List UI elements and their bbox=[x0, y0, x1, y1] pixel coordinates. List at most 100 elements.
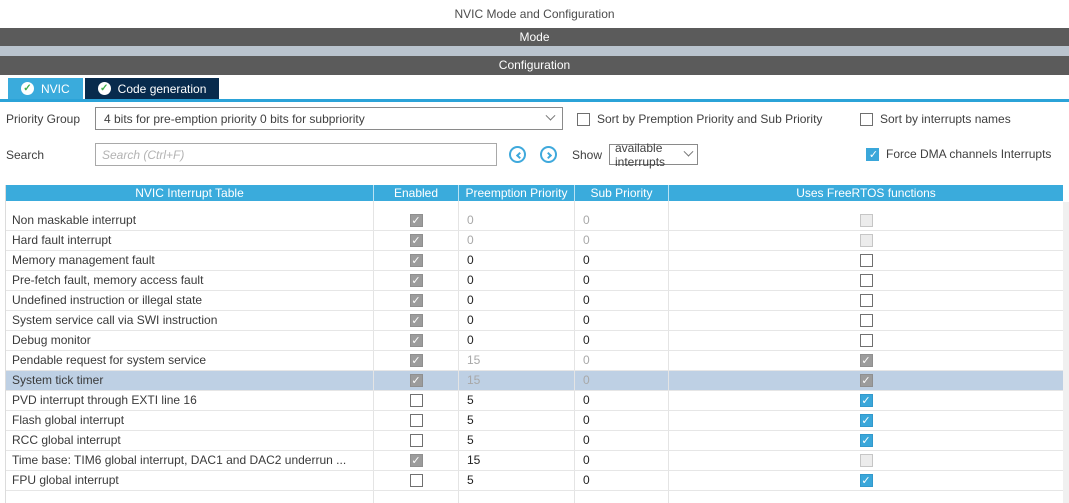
enabled-checkbox[interactable] bbox=[409, 474, 423, 487]
table-row[interactable]: Hard fault interrupt 0 0 bbox=[6, 231, 1063, 251]
interrupt-name: Undefined instruction or illegal state bbox=[12, 293, 203, 307]
preemption-priority-value[interactable]: 5 bbox=[458, 391, 574, 410]
table-row[interactable]: System service call via SWI instruction … bbox=[6, 311, 1063, 331]
table-row[interactable]: Non maskable interrupt 0 0 bbox=[6, 211, 1063, 231]
sub-priority-value[interactable]: 0 bbox=[574, 331, 668, 350]
scrollbar-track bbox=[1063, 202, 1069, 503]
enabled-checkbox bbox=[409, 274, 423, 287]
freertos-checkbox[interactable] bbox=[859, 314, 873, 327]
freertos-checkbox[interactable] bbox=[859, 414, 873, 427]
col-header-sub-priority: Sub Priority bbox=[574, 185, 668, 201]
interrupt-name: Flash global interrupt bbox=[12, 413, 125, 427]
mode-section-label: Mode bbox=[519, 30, 550, 44]
table-row[interactable]: PVD interrupt through EXTI line 16 5 0 bbox=[6, 391, 1063, 411]
panel-title: NVIC Mode and Configuration bbox=[454, 7, 615, 21]
freertos-checkbox[interactable] bbox=[859, 294, 873, 307]
preemption-priority-value[interactable]: 0 bbox=[458, 271, 574, 290]
sub-priority-value[interactable]: 0 bbox=[574, 411, 668, 430]
enabled-checkbox bbox=[409, 294, 423, 307]
table-row[interactable]: Pre-fetch fault, memory access fault 0 0 bbox=[6, 271, 1063, 291]
sort-interrupt-names-option: Sort by interrupts names bbox=[860, 112, 1011, 126]
preemption-priority-value[interactable]: 5 bbox=[458, 411, 574, 430]
nvic-interrupt-table: NVIC Interrupt Table Enabled Preemption … bbox=[5, 185, 1063, 503]
freertos-checkbox[interactable] bbox=[859, 434, 873, 447]
nvic-table-body: Non maskable interrupt 0 0 Hard fault in… bbox=[6, 211, 1063, 491]
freertos-checkbox bbox=[859, 374, 873, 387]
sub-priority-value[interactable]: 0 bbox=[574, 311, 668, 330]
table-row[interactable]: Flash global interrupt 5 0 bbox=[6, 411, 1063, 431]
tab-nvic[interactable]: NVIC bbox=[8, 78, 83, 99]
preemption-priority-value[interactable]: 0 bbox=[458, 331, 574, 350]
enabled-checkbox bbox=[409, 334, 423, 347]
table-row[interactable]: System tick timer 15 0 bbox=[6, 371, 1063, 391]
search-input[interactable] bbox=[95, 143, 497, 166]
sub-priority-value[interactable]: 0 bbox=[574, 451, 668, 470]
sort-premption-priority-label: Sort by Premption Priority and Sub Prior… bbox=[597, 112, 823, 126]
freertos-checkbox[interactable] bbox=[859, 254, 873, 267]
check-circle-icon bbox=[21, 82, 34, 95]
sub-priority-value[interactable]: 0 bbox=[574, 471, 668, 490]
search-next-button[interactable] bbox=[540, 146, 557, 163]
interrupt-name: Time base: TIM6 global interrupt, DAC1 a… bbox=[12, 453, 347, 467]
table-row[interactable]: Undefined instruction or illegal state 0… bbox=[6, 291, 1063, 311]
sort-premption-priority-checkbox[interactable] bbox=[577, 112, 590, 126]
interrupt-name: Pre-fetch fault, memory access fault bbox=[12, 273, 204, 287]
interrupt-name: Non maskable interrupt bbox=[12, 213, 137, 227]
preemption-priority-value[interactable]: 0 bbox=[458, 291, 574, 310]
table-row[interactable]: RCC global interrupt 5 0 bbox=[6, 431, 1063, 451]
force-dma-checkbox[interactable] bbox=[866, 147, 880, 162]
table-row[interactable]: Memory management fault 0 0 bbox=[6, 251, 1063, 271]
sub-priority-value[interactable]: 0 bbox=[574, 271, 668, 290]
priority-group-select[interactable]: 4 bits for pre-emption priority 0 bits f… bbox=[95, 107, 563, 130]
table-row[interactable]: Pendable request for system service 15 0 bbox=[6, 351, 1063, 371]
freertos-checkbox[interactable] bbox=[859, 474, 873, 487]
search-previous-button[interactable] bbox=[509, 146, 526, 163]
section-separator bbox=[0, 46, 1069, 56]
enabled-checkbox bbox=[409, 234, 423, 247]
interrupt-name: System service call via SWI instruction bbox=[12, 313, 218, 327]
freertos-checkbox bbox=[859, 354, 873, 367]
preemption-priority-value[interactable]: 15 bbox=[458, 451, 574, 470]
sub-priority-value: 0 bbox=[574, 231, 668, 250]
table-row[interactable]: FPU global interrupt 5 0 bbox=[6, 471, 1063, 491]
enabled-checkbox[interactable] bbox=[409, 434, 423, 447]
table-row[interactable]: Debug monitor 0 0 bbox=[6, 331, 1063, 351]
preemption-priority-value[interactable]: 5 bbox=[458, 431, 574, 450]
preemption-priority-value[interactable]: 0 bbox=[458, 311, 574, 330]
force-dma-option: Force DMA channels Interrupts bbox=[866, 147, 1052, 162]
force-dma-label: Force DMA channels Interrupts bbox=[886, 147, 1052, 161]
freertos-checkbox[interactable] bbox=[859, 274, 873, 287]
configuration-section-bar: Configuration bbox=[0, 56, 1069, 75]
configuration-section-label: Configuration bbox=[498, 58, 571, 72]
freertos-checkbox bbox=[859, 234, 873, 247]
freertos-checkbox[interactable] bbox=[859, 394, 873, 407]
interrupt-name: System tick timer bbox=[12, 373, 104, 387]
enabled-checkbox bbox=[409, 254, 423, 267]
check-circle-icon bbox=[97, 82, 111, 95]
sub-priority-value[interactable]: 0 bbox=[574, 251, 668, 270]
preemption-priority-value[interactable]: 0 bbox=[458, 251, 574, 270]
sort-premption-priority-option: Sort by Premption Priority and Sub Prior… bbox=[577, 112, 822, 126]
col-header-interrupt-table: NVIC Interrupt Table bbox=[135, 186, 244, 200]
preemption-priority-value[interactable]: 5 bbox=[458, 471, 574, 490]
show-interrupts-value: available interrupts bbox=[615, 140, 666, 169]
sub-priority-value[interactable]: 0 bbox=[574, 291, 668, 310]
enabled-checkbox bbox=[409, 354, 423, 367]
enabled-checkbox[interactable] bbox=[409, 394, 423, 407]
sub-priority-value[interactable]: 0 bbox=[574, 431, 668, 450]
enabled-checkbox[interactable] bbox=[409, 414, 423, 427]
table-header-row: NVIC Interrupt Table Enabled Preemption … bbox=[6, 185, 1063, 201]
table-row[interactable]: Time base: TIM6 global interrupt, DAC1 a… bbox=[6, 451, 1063, 471]
enabled-checkbox bbox=[409, 454, 423, 467]
sort-interrupt-names-checkbox[interactable] bbox=[860, 112, 873, 126]
interrupt-name: PVD interrupt through EXTI line 16 bbox=[12, 393, 197, 407]
priority-group-label: Priority Group bbox=[6, 112, 81, 126]
freertos-checkbox[interactable] bbox=[859, 334, 873, 347]
show-interrupts-select[interactable]: available interrupts bbox=[609, 141, 698, 169]
interrupt-name: Pendable request for system service bbox=[12, 353, 207, 367]
tab-code-generation[interactable]: Code generation bbox=[84, 78, 220, 99]
enabled-checkbox bbox=[409, 374, 423, 387]
tab-bar: NVIC Code generation bbox=[8, 78, 220, 99]
interrupt-name: FPU global interrupt bbox=[12, 473, 119, 487]
sub-priority-value[interactable]: 0 bbox=[574, 391, 668, 410]
